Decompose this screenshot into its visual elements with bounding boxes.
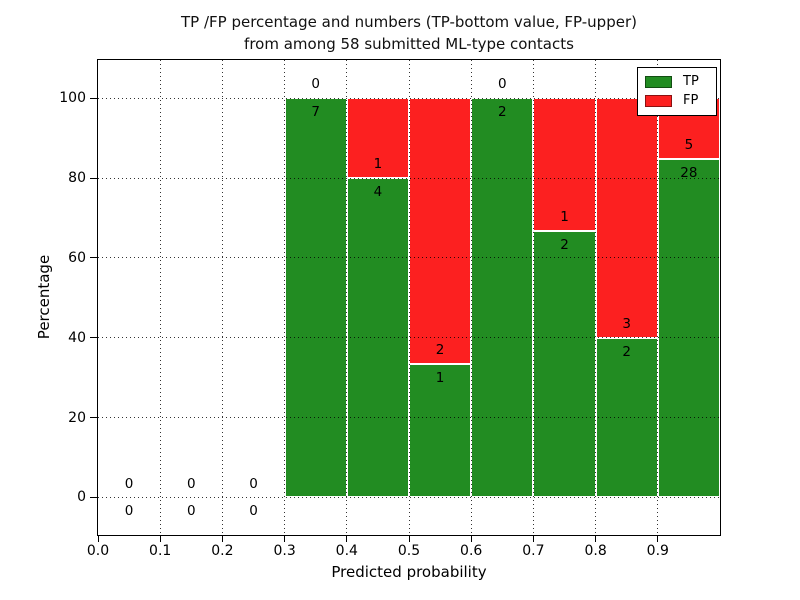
fp-count-label: 0 bbox=[311, 76, 320, 93]
y-tick-mark bbox=[90, 97, 97, 99]
x-tick-label: 0.7 bbox=[522, 543, 545, 559]
fp-color-swatch bbox=[645, 94, 672, 107]
x-tick-label: 0.3 bbox=[273, 543, 296, 559]
chart-title-line-1: TP /FP percentage and numbers (TP-bottom… bbox=[181, 13, 637, 31]
y-tick-label: 80 bbox=[68, 170, 86, 187]
tp-count-label: 1 bbox=[435, 370, 445, 387]
tp-bar-segment bbox=[657, 158, 720, 498]
legend-entry-fp: FP bbox=[645, 91, 709, 110]
fp-bar-segment bbox=[595, 98, 658, 338]
fp-count-label: 2 bbox=[435, 342, 445, 359]
x-tick-mark bbox=[221, 536, 223, 542]
legend-label-fp: FP bbox=[683, 93, 699, 108]
fp-count-label: 0 bbox=[187, 475, 196, 492]
y-tick-mark bbox=[90, 257, 97, 259]
chart-title-line-2: from among 58 submitted ML-type contacts bbox=[244, 35, 574, 54]
tp-bar-segment bbox=[471, 98, 534, 498]
y-tick-label: 0 bbox=[77, 489, 86, 506]
x-tick-label: 0.4 bbox=[335, 543, 358, 559]
y-tick-label: 20 bbox=[68, 409, 86, 426]
legend-entry-tp: TP bbox=[645, 72, 709, 91]
tp-count-label: 0 bbox=[187, 503, 196, 520]
tp-bar-segment bbox=[284, 98, 347, 498]
tp-count-label: 2 bbox=[560, 237, 569, 254]
fp-count-label: 0 bbox=[249, 475, 258, 492]
fp-bar-segment bbox=[346, 98, 409, 179]
x-tick-mark bbox=[657, 536, 659, 542]
tp-bar-segment bbox=[409, 364, 472, 498]
fp-bar-segment bbox=[533, 98, 596, 232]
x-tick-label: 0.5 bbox=[397, 543, 421, 559]
tp-count-label: 2 bbox=[498, 104, 507, 121]
tp-count-label: 28 bbox=[680, 164, 698, 181]
y-tick-label: 100 bbox=[59, 90, 86, 107]
x-tick-mark bbox=[284, 536, 286, 542]
y-tick-mark bbox=[90, 496, 97, 498]
x-gridline bbox=[221, 60, 223, 535]
tp-count-label: 7 bbox=[311, 104, 320, 121]
x-tick-mark bbox=[159, 536, 161, 542]
x-gridline bbox=[159, 60, 161, 535]
x-tick-label: 0.2 bbox=[211, 543, 234, 559]
fp-count-label: 0 bbox=[124, 475, 134, 492]
y-tick-label: 60 bbox=[68, 249, 86, 266]
x-axis-label: Predicted probability bbox=[331, 563, 487, 581]
y-tick-mark bbox=[90, 337, 97, 339]
y-tick-mark bbox=[90, 177, 97, 179]
x-tick-mark bbox=[595, 536, 597, 542]
fp-count-label: 1 bbox=[373, 156, 383, 173]
x-tick-label: 0.1 bbox=[149, 543, 172, 559]
tp-count-label: 2 bbox=[622, 343, 631, 360]
tp-count-label: 0 bbox=[249, 503, 258, 520]
x-tick-mark bbox=[346, 536, 348, 542]
x-gridline bbox=[346, 60, 348, 535]
tp-count-label: 4 bbox=[373, 184, 383, 201]
x-tick-mark bbox=[470, 536, 472, 542]
x-tick-mark bbox=[408, 536, 410, 542]
x-tick-label: 0.9 bbox=[646, 543, 669, 559]
x-gridline bbox=[470, 60, 472, 535]
x-gridline bbox=[595, 60, 597, 535]
x-gridline bbox=[408, 60, 410, 535]
fp-count-label: 1 bbox=[560, 209, 569, 226]
x-tick-label: 0.8 bbox=[584, 543, 607, 559]
x-tick-mark bbox=[532, 536, 534, 542]
fp-bar-segment bbox=[409, 98, 472, 365]
tp-color-swatch bbox=[645, 75, 672, 88]
legend-label-tp: TP bbox=[683, 74, 699, 89]
x-gridline bbox=[532, 60, 534, 535]
chart-title: TP /FP percentage and numbers (TP-bottom… bbox=[9, 11, 800, 55]
y-tick-mark bbox=[90, 417, 97, 419]
x-tick-mark bbox=[97, 536, 99, 542]
fp-count-label: 5 bbox=[684, 136, 694, 153]
y-tick-label: 40 bbox=[68, 329, 86, 346]
tp-count-label: 0 bbox=[124, 503, 134, 520]
x-gridline bbox=[657, 60, 659, 535]
x-tick-label: 0.0 bbox=[86, 543, 110, 559]
fp-count-label: 3 bbox=[622, 315, 631, 332]
x-gridline bbox=[284, 60, 286, 535]
fp-count-label: 0 bbox=[498, 76, 507, 93]
tp-bar-segment bbox=[533, 231, 596, 498]
legend: TP FP bbox=[637, 67, 717, 116]
x-tick-label: 0.6 bbox=[460, 543, 483, 559]
